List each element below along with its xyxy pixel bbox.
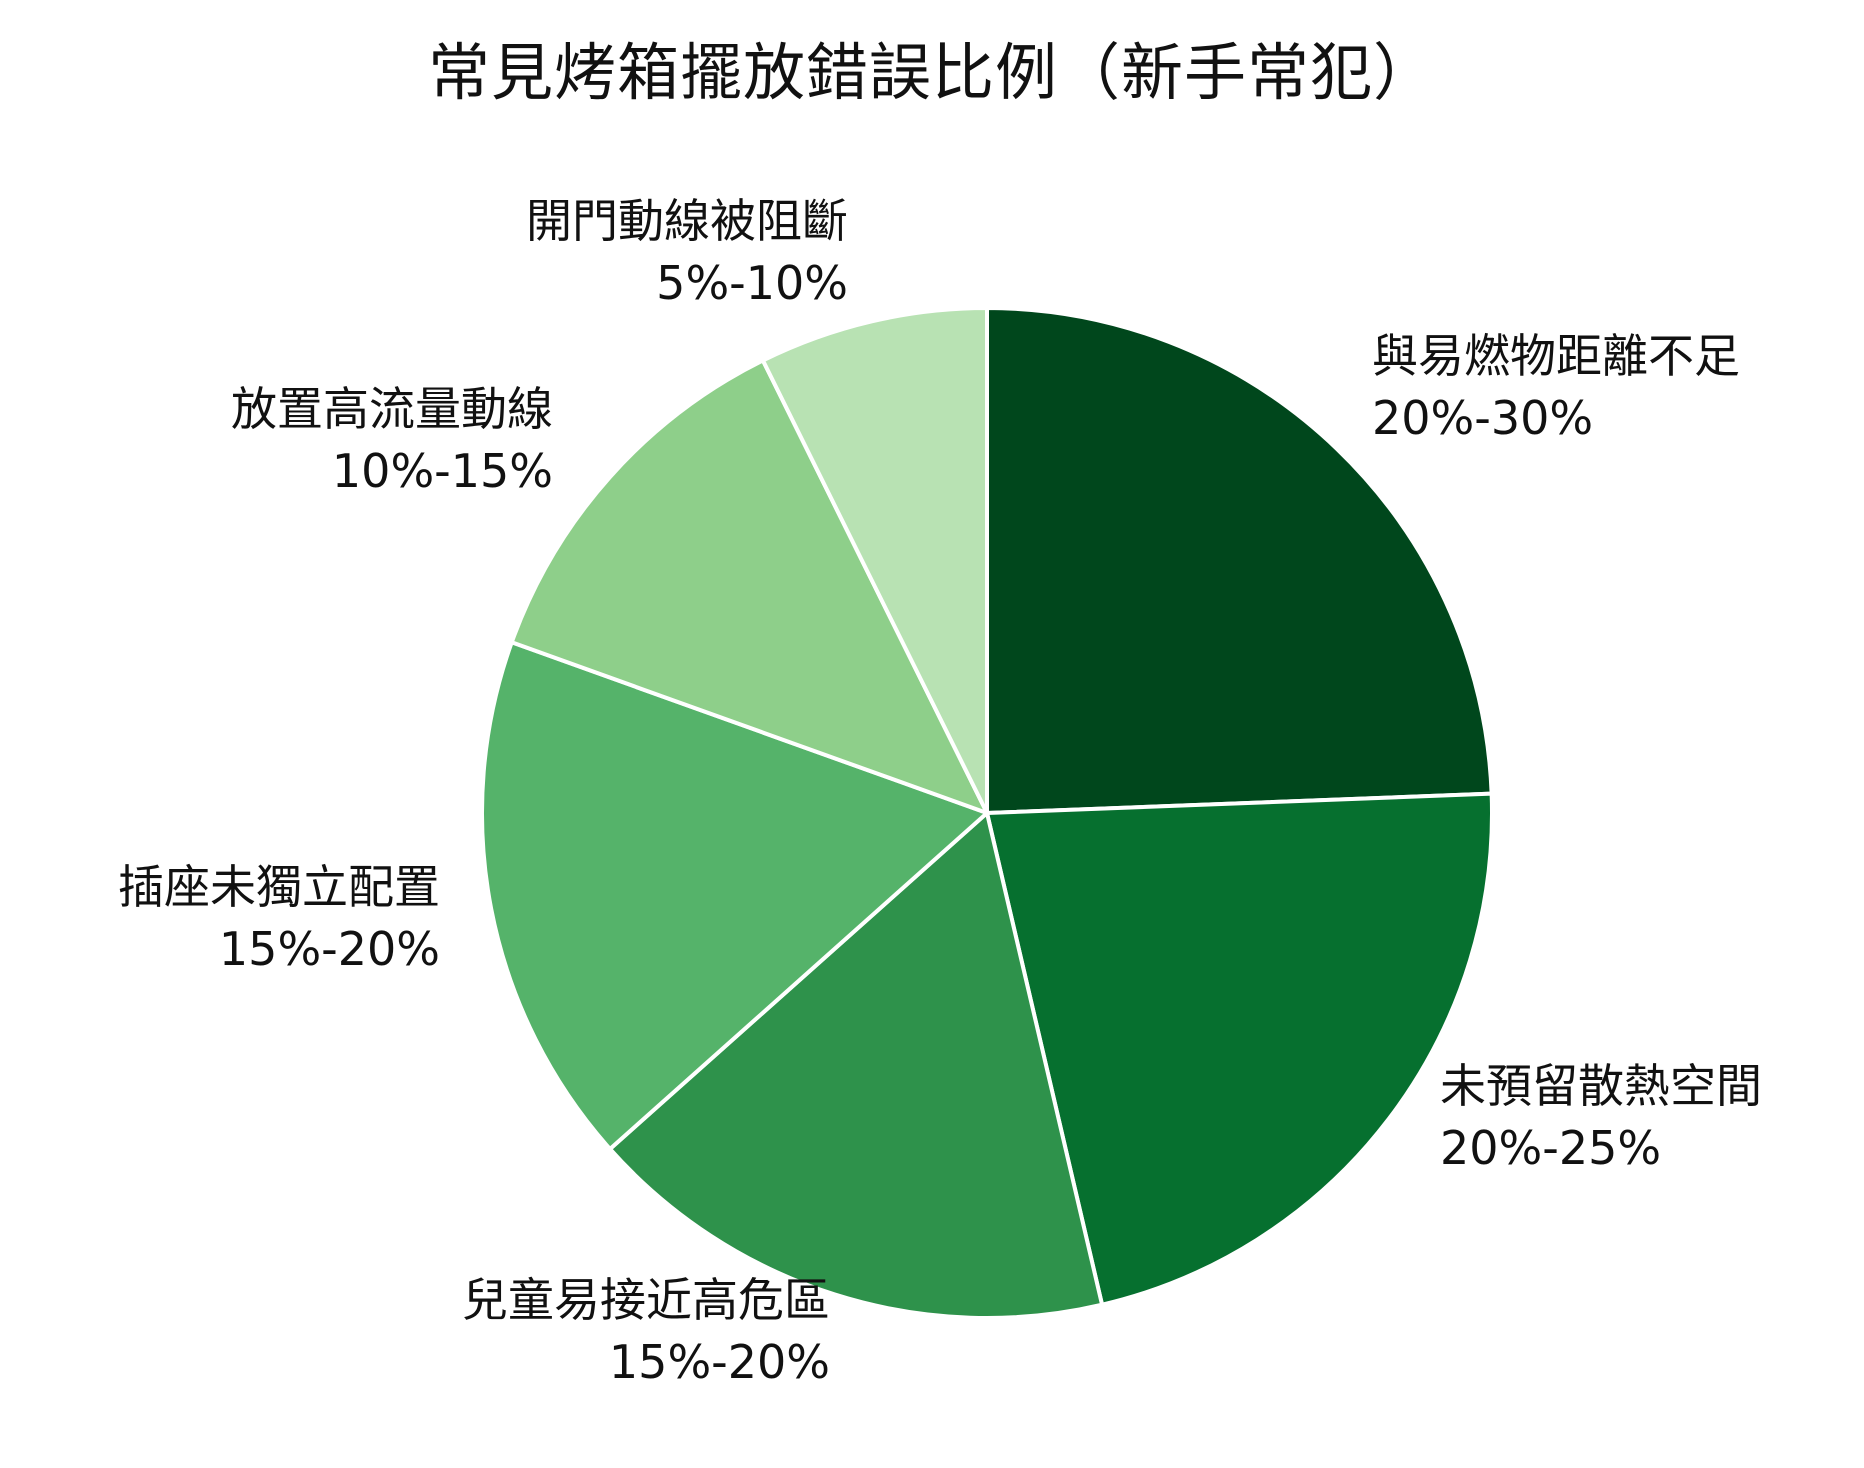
- slice-label-1: 與易燃物距離不足: [1372, 329, 1740, 383]
- slice-label-3: 兒童易接近高危區: [462, 1273, 830, 1327]
- pie-slice-6: [760, 306, 989, 815]
- slice-label-6: 開門動線被阻斷: [526, 194, 848, 248]
- slice-label-4: 插座未獨立配置: [118, 860, 440, 914]
- pie-slice-2: [985, 791, 1494, 1307]
- slice-range-3: 15%-20%: [609, 1335, 830, 1389]
- slice-range-2: 20%-25%: [1440, 1121, 1661, 1175]
- slice-range-6: 5%-10%: [656, 256, 848, 310]
- pie-slice-3: [607, 811, 1105, 1320]
- pie-labels: 與易燃物距離不足 20%-30% 未預留散熱空間 20%-25% 兒童易接近高危區 15%…: [118, 194, 1762, 1389]
- chart-title: 常見烤箱擺放錯誤比例（新手常犯）: [427, 36, 1436, 109]
- pie-slices: [480, 306, 1494, 1320]
- slice-range-5: 10%-15%: [332, 444, 553, 498]
- slice-range-1: 20%-30%: [1372, 391, 1593, 445]
- slice-range-4: 15%-20%: [219, 922, 440, 976]
- slice-label-2: 未預留散熱空間: [1440, 1059, 1762, 1113]
- pie-slice-1: [985, 306, 1494, 815]
- slice-label-5: 放置高流量動線: [231, 382, 553, 436]
- pie-slice-5: [509, 358, 989, 815]
